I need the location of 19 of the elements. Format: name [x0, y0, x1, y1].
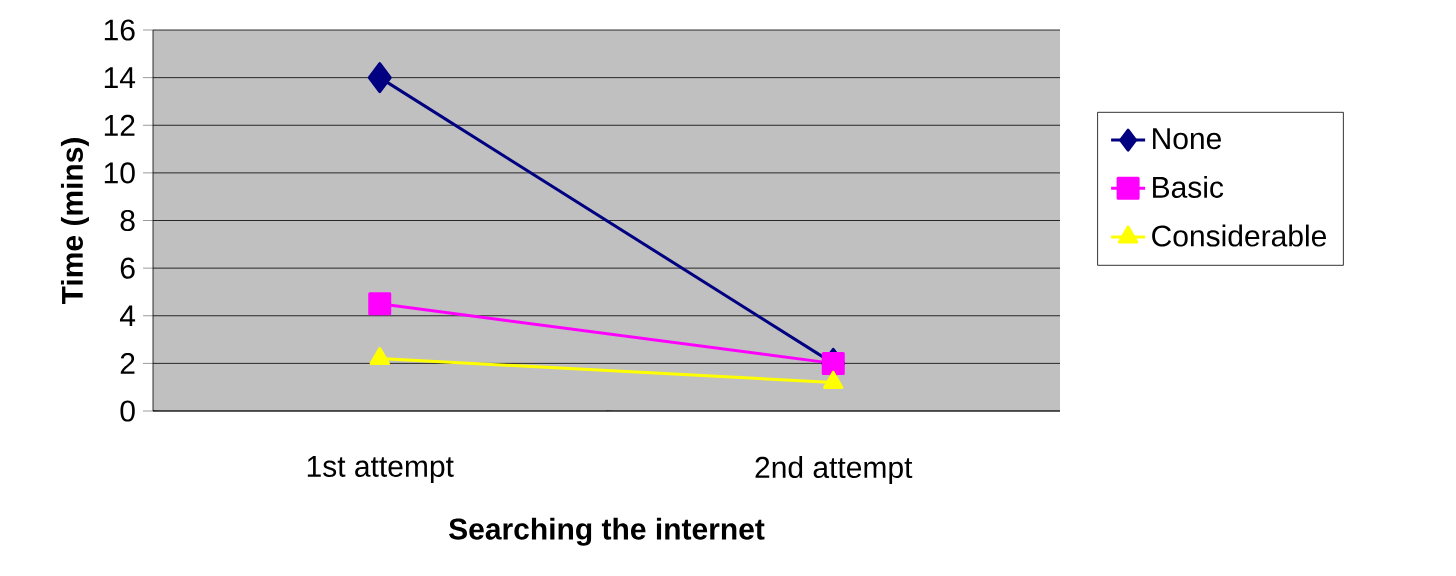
- point: [368, 292, 392, 316]
- legend-label: None: [1153, 128, 1221, 150]
- legend-label: Basic: [1153, 175, 1224, 198]
- y-tick-label: 14: [104, 67, 136, 88]
- y-tick-label: 4: [119, 305, 136, 327]
- point: [367, 62, 392, 94]
- y-tick-label: 6: [120, 257, 135, 279]
- y-tick-label: 10: [104, 162, 135, 184]
- point: [821, 351, 845, 375]
- y-tick-label: 16: [104, 19, 135, 41]
- y-axis-title: Time (mins): [60, 138, 89, 305]
- x-axis-title: Searching the internet: [449, 517, 765, 546]
- y-tick-label: 8: [120, 209, 135, 232]
- y-tick-label: 0: [120, 400, 135, 422]
- x-tick-label: 2nd attempt: [755, 456, 913, 484]
- y-tick-label: 12: [104, 114, 135, 136]
- x-tick-label: 1st attempt: [307, 456, 454, 483]
- legend-label: Considerable: [1152, 224, 1326, 247]
- y-tick-label: 2: [120, 352, 135, 374]
